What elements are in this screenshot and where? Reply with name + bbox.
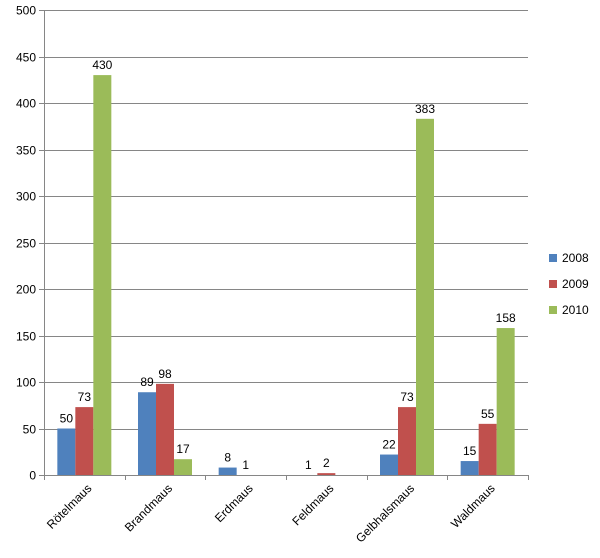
data-label: 430 xyxy=(92,58,112,72)
data-label: 55 xyxy=(481,407,495,421)
x-axis: Rötelmaus Brandmaus Erdmaus Feldmaus Gelbhal… xyxy=(44,475,529,545)
bar-2008-waldmaus xyxy=(460,461,479,475)
y-tick-label: 150 xyxy=(16,330,36,344)
y-axis: 0 50 100 150 200 250 300 350 400 450 500 xyxy=(16,4,45,483)
data-label: 73 xyxy=(400,390,414,404)
x-tick-label: Brandmaus xyxy=(122,481,175,534)
data-label: 15 xyxy=(463,444,477,458)
data-label: 1 xyxy=(305,458,312,472)
bar-2009-feldmaus xyxy=(317,473,336,475)
data-label: 73 xyxy=(78,390,92,404)
bar-2008-gelbhalsmaus xyxy=(380,454,398,475)
bar-2010-rötelmaus xyxy=(93,75,112,475)
data-label: 8 xyxy=(224,451,231,465)
data-label: 17 xyxy=(176,442,190,456)
bar-2010-brandmaus xyxy=(174,459,192,475)
bar-2010-gelbhalsmaus xyxy=(416,118,434,475)
bar-2008-erdmaus xyxy=(218,467,237,475)
data-label: 158 xyxy=(496,311,516,325)
legend-label: 2010 xyxy=(562,303,589,317)
y-tick-label: 400 xyxy=(16,97,36,111)
y-tick-label: 450 xyxy=(16,51,36,65)
bar-2010-waldmaus xyxy=(496,328,515,475)
legend-label: 2008 xyxy=(562,251,589,265)
data-label: 383 xyxy=(415,102,435,116)
y-tick-label: 50 xyxy=(23,423,37,437)
gridlines xyxy=(44,10,528,476)
legend-swatch-2010 xyxy=(549,306,557,314)
bar-2009-gelbhalsmaus xyxy=(398,407,416,475)
x-tick-label: Waldmaus xyxy=(448,481,498,531)
data-label: 2 xyxy=(323,456,330,470)
x-tick-label: Gelbhalsmaus xyxy=(353,481,417,545)
bar-2009-rötelmaus xyxy=(75,407,94,475)
y-tick-label: 500 xyxy=(16,4,36,18)
data-label: 50 xyxy=(60,412,74,426)
data-label: 1 xyxy=(242,458,249,472)
bars xyxy=(57,75,515,475)
bar-2009-waldmaus xyxy=(478,423,497,475)
legend: 2008 2009 2010 xyxy=(549,251,589,317)
legend-label: 2009 xyxy=(562,277,589,291)
y-tick-label: 0 xyxy=(29,469,36,483)
y-tick-label: 100 xyxy=(16,376,36,390)
x-tick-label: Erdmaus xyxy=(212,481,256,525)
data-label: 22 xyxy=(382,438,396,452)
x-tick-label: Rötelmaus xyxy=(44,481,94,531)
data-label: 89 xyxy=(140,375,154,389)
data-label: 98 xyxy=(158,367,172,381)
bar-2008-brandmaus xyxy=(138,392,156,475)
x-tick-label: Feldmaus xyxy=(289,481,336,528)
y-tick-label: 300 xyxy=(16,190,36,204)
y-tick-label: 200 xyxy=(16,283,36,297)
y-tick-label: 250 xyxy=(16,237,36,251)
y-tick-label: 350 xyxy=(16,144,36,158)
legend-swatch-2009 xyxy=(549,280,557,288)
legend-swatch-2008 xyxy=(549,254,557,262)
bar-2009-brandmaus xyxy=(156,383,174,475)
bar-2008-rötelmaus xyxy=(57,428,76,475)
